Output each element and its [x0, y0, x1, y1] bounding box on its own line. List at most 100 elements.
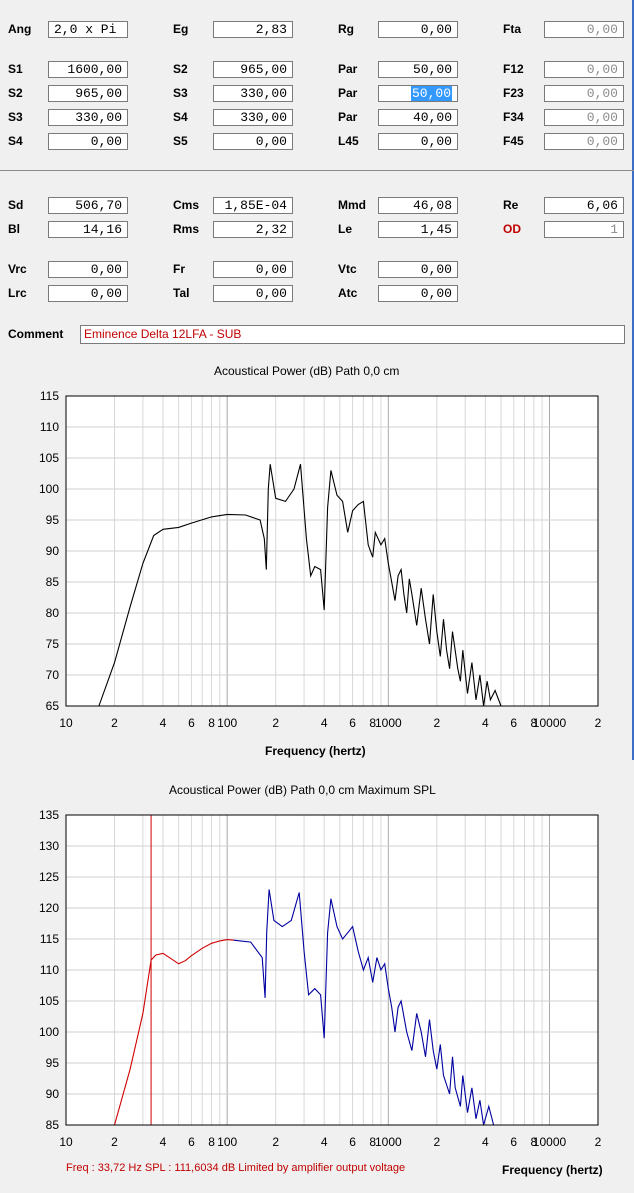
- param-field-s2[interactable]: 965,00: [48, 85, 128, 102]
- param-field-bl[interactable]: 14,16: [48, 221, 128, 238]
- param-field-vrc[interactable]: 0,00: [48, 261, 128, 278]
- param-field-s4[interactable]: 330,00: [213, 109, 293, 126]
- x-tick-label: 8: [369, 716, 376, 730]
- status-readout: Freq : 33,72 Hz SPL : 111,6034 dB Limite…: [66, 1162, 406, 1174]
- x-tick-label: 1000: [375, 716, 402, 730]
- chart1-xlabel: Frequency (hertz): [265, 744, 366, 758]
- y-tick-label: 100: [39, 1025, 59, 1039]
- param-label-ang: Ang: [8, 22, 32, 36]
- param-field-s5[interactable]: 0,00: [213, 133, 293, 150]
- param-field-f34[interactable]: 0,00: [544, 109, 624, 126]
- x-tick-label: 10000: [533, 716, 567, 730]
- x-tick-label: 4: [160, 716, 167, 730]
- x-tick-label: 8: [531, 1135, 538, 1149]
- x-tick-label: 2: [595, 716, 602, 730]
- x-tick-label: 4: [160, 1135, 167, 1149]
- param-field-eg[interactable]: 2,83: [213, 21, 293, 38]
- param-label-f45: F45: [503, 134, 524, 148]
- param-field-par[interactable]: 40,00: [378, 109, 458, 126]
- x-tick-label: 10: [59, 716, 73, 730]
- param-label-rg: Rg: [338, 22, 354, 36]
- x-tick-label: 2: [111, 1135, 118, 1149]
- x-tick-label: 4: [321, 1135, 328, 1149]
- y-tick-label: 135: [39, 808, 59, 822]
- param-label-fr: Fr: [173, 262, 185, 276]
- param-label-tal: Tal: [173, 286, 190, 300]
- param-label-f34: F34: [503, 110, 524, 124]
- param-field-f23[interactable]: 0,00: [544, 85, 624, 102]
- param-field-mmd[interactable]: 46,08: [378, 197, 458, 214]
- param-field-lrc[interactable]: 0,00: [48, 285, 128, 302]
- param-field-le[interactable]: 1,45: [378, 221, 458, 238]
- param-label-le: Le: [338, 222, 353, 236]
- param-field-vtc[interactable]: 0,00: [378, 261, 458, 278]
- param-label-f12: F12: [503, 62, 524, 76]
- y-tick-label: 130: [39, 839, 59, 853]
- param-field-s2[interactable]: 965,00: [213, 61, 293, 78]
- param-label-bl: Bl: [8, 222, 20, 236]
- x-tick-label: 4: [482, 716, 489, 730]
- param-field-par[interactable]: 50,00: [378, 85, 458, 102]
- x-tick-label: 2: [433, 1135, 440, 1149]
- x-tick-label: 2: [111, 716, 118, 730]
- param-field-f12[interactable]: 0,00: [544, 61, 624, 78]
- param-field-tal[interactable]: 0,00: [213, 285, 293, 302]
- x-tick-label: 6: [188, 716, 195, 730]
- param-field-s1[interactable]: 1600,00: [48, 61, 128, 78]
- param-field-ang[interactable]: 2,0 x Pi: [48, 21, 128, 38]
- param-label-vtc: Vtc: [338, 262, 357, 276]
- param-field-f45[interactable]: 0,00: [544, 133, 624, 150]
- x-tick-label: 10000: [533, 1135, 567, 1149]
- param-label-s4: S4: [8, 134, 23, 148]
- param-label-cms: Cms: [173, 198, 200, 212]
- param-field-od[interactable]: 1: [544, 221, 624, 238]
- param-field-sd[interactable]: 506,70: [48, 197, 128, 214]
- plot-frame: [65, 395, 599, 707]
- param-field-s4[interactable]: 0,00: [48, 133, 128, 150]
- param-field-atc[interactable]: 0,00: [378, 285, 458, 302]
- param-field-s3[interactable]: 330,00: [213, 85, 293, 102]
- param-field-fr[interactable]: 0,00: [213, 261, 293, 278]
- param-label-s5: S5: [173, 134, 188, 148]
- x-tick-label: 8: [531, 716, 538, 730]
- comment-field[interactable]: Eminence Delta 12LFA - SUB: [80, 325, 625, 344]
- plot-frame: [65, 814, 599, 1126]
- y-tick-label: 85: [46, 1118, 60, 1132]
- param-label-f23: F23: [503, 86, 524, 100]
- param-field-rg[interactable]: 0,00: [378, 21, 458, 38]
- param-label-s3: S3: [173, 86, 188, 100]
- param-label-s3: S3: [8, 110, 23, 124]
- x-tick-label: 2: [595, 1135, 602, 1149]
- scrollbar-edge[interactable]: [632, 0, 634, 760]
- y-tick-label: 110: [40, 420, 59, 434]
- x-tick-label: 8: [369, 1135, 376, 1149]
- x-tick-label: 100: [217, 1135, 237, 1149]
- param-label-par: Par: [338, 110, 358, 124]
- chart1-title: Acoustical Power (dB) Path 0,0 cm: [214, 364, 400, 378]
- param-label-s2: S2: [8, 86, 23, 100]
- y-tick-label: 85: [46, 575, 60, 589]
- chart2-xlabel: Frequency (hertz): [502, 1163, 603, 1177]
- param-label-l45: L45: [338, 134, 359, 148]
- x-tick-label: 2: [272, 1135, 279, 1149]
- param-field-re[interactable]: 6,06: [544, 197, 624, 214]
- param-field-fta[interactable]: 0,00: [544, 21, 624, 38]
- param-field-cms[interactable]: 1,85E-04: [213, 197, 293, 214]
- y-tick-label: 115: [40, 932, 59, 946]
- x-tick-label: 6: [188, 1135, 195, 1149]
- param-field-l45[interactable]: 0,00: [378, 133, 458, 150]
- y-tick-label: 95: [46, 1056, 60, 1070]
- y-tick-label: 90: [46, 544, 60, 558]
- x-tick-label: 6: [510, 1135, 517, 1149]
- param-label-s1: S1: [8, 62, 23, 76]
- y-tick-label: 105: [39, 994, 59, 1008]
- param-label-fta: Fta: [503, 22, 521, 36]
- y-tick-label: 95: [46, 513, 60, 527]
- param-field-par[interactable]: 50,00: [378, 61, 458, 78]
- param-field-s3[interactable]: 330,00: [48, 109, 128, 126]
- x-tick-label: 6: [349, 716, 356, 730]
- param-field-rms[interactable]: 2,32: [213, 221, 293, 238]
- param-label-sd: Sd: [8, 198, 24, 212]
- y-tick-label: 100: [39, 482, 59, 496]
